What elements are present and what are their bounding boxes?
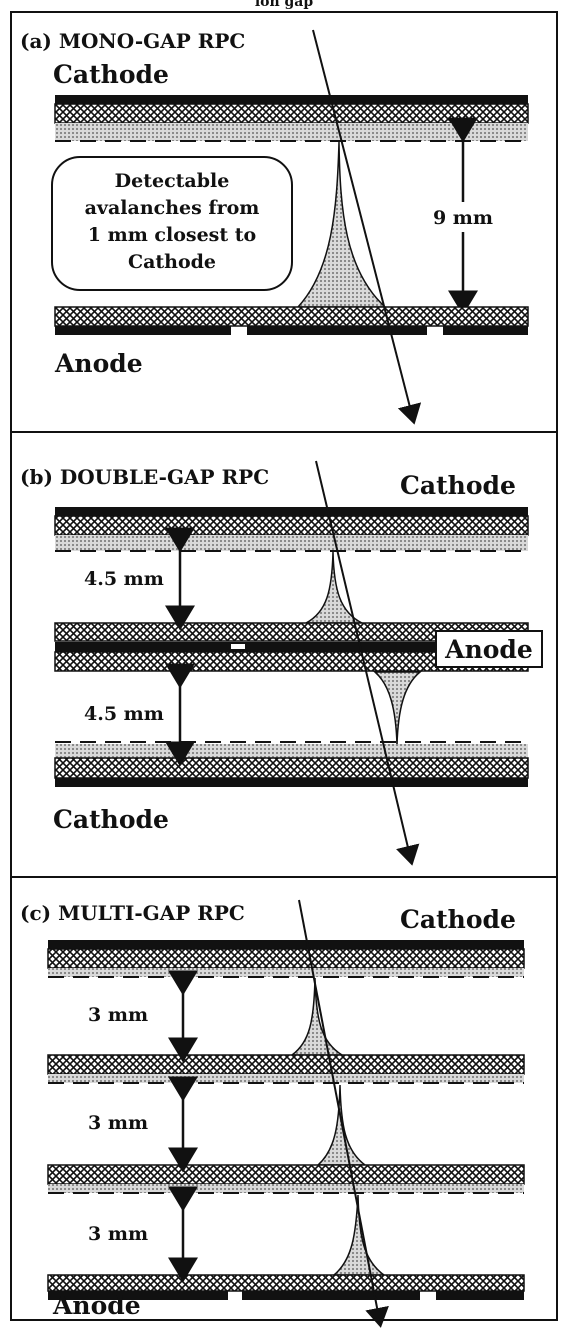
panel-c: (c) MULTI-GAP RPC Cathode Anode 3 mm 3 m… [10, 876, 558, 1328]
panel-c-anode-electrode-left [48, 1291, 228, 1300]
panel-a-anode-label: Anode [54, 349, 143, 378]
panel-b-anode-electrode [55, 642, 528, 652]
panel-a-anode-electrode-left [55, 326, 231, 335]
panel-c-gap-1-label: 3 mm [88, 1004, 148, 1026]
panel-a-avalanche [296, 141, 387, 308]
panel-a-particle-track-arrow [312, 29, 422, 425]
panel-a-callout-line-3: 1 mm closest to [88, 224, 256, 246]
panel-b-cathode-bottom-label: Cathode [53, 805, 169, 834]
panel-a-cathode-label: Cathode [53, 60, 169, 89]
panel-a: (a) MONO-GAP RPC Cathode Detectable aval… [10, 11, 558, 433]
panel-b-gap-1-label: 4.5 mm [84, 568, 164, 590]
panel-a-anode-electrode-mid [247, 326, 427, 335]
panel-a-anode-glass [54, 306, 529, 327]
top-caption: ion gap [255, 0, 314, 10]
panel-a-cathode-coating [55, 123, 528, 141]
panel-a-callout-line-2: avalanches from [85, 197, 260, 219]
panel-c-gap-2-label: 3 mm [88, 1112, 148, 1134]
panel-b-anode-label: Anode [444, 635, 533, 664]
panel-b-top-glass [54, 515, 529, 536]
panel-c-plate-2 [47, 1054, 525, 1075]
panel-a-gap-label: 9 mm [433, 207, 493, 229]
panel-c-avalanche-3 [331, 1194, 387, 1276]
panel-a-callout-line-1: Detectable [115, 170, 230, 192]
panel-b-gap-2-label: 4.5 mm [84, 703, 164, 725]
panel-b-bottom-glass [54, 757, 529, 779]
panel-c-anode-label: Anode [52, 1291, 141, 1320]
panel-c-plate-3 [47, 1164, 525, 1185]
panel-b-avalanche-upper [305, 551, 363, 624]
panel-c-anode-electrode-right [436, 1291, 524, 1300]
panel-c-frame [10, 876, 558, 1321]
panel-a-cathode-electrode [55, 95, 528, 104]
panel-c-gap-3-label: 3 mm [88, 1223, 148, 1245]
panel-a-title: (a) MONO-GAP RPC [20, 29, 245, 53]
panel-a-cathode-glass [54, 103, 529, 124]
panel-b-title: (b) DOUBLE-GAP RPC [20, 465, 269, 489]
panel-c-plate-4 [47, 1274, 525, 1292]
panel-a-callout-line-4: Cathode [128, 251, 216, 273]
panel-b-particle-track-arrow [315, 460, 420, 866]
panel-c-cathode-label: Cathode [400, 905, 516, 934]
panel-c-anode-electrode-mid [242, 1291, 420, 1300]
panel-b: (b) DOUBLE-GAP RPC Cathode Anode Cathode… [10, 431, 558, 878]
panel-a-anode-electrode-right [443, 326, 528, 335]
panel-c-particle-track-arrow [298, 899, 389, 1328]
panel-b-cathode-top-label: Cathode [400, 471, 516, 500]
panel-b-anode-label-box [435, 630, 543, 668]
panel-a-callout-box [51, 156, 293, 291]
panel-c-title: (c) MULTI-GAP RPC [20, 901, 245, 925]
panel-c-plate-1 [47, 948, 525, 969]
